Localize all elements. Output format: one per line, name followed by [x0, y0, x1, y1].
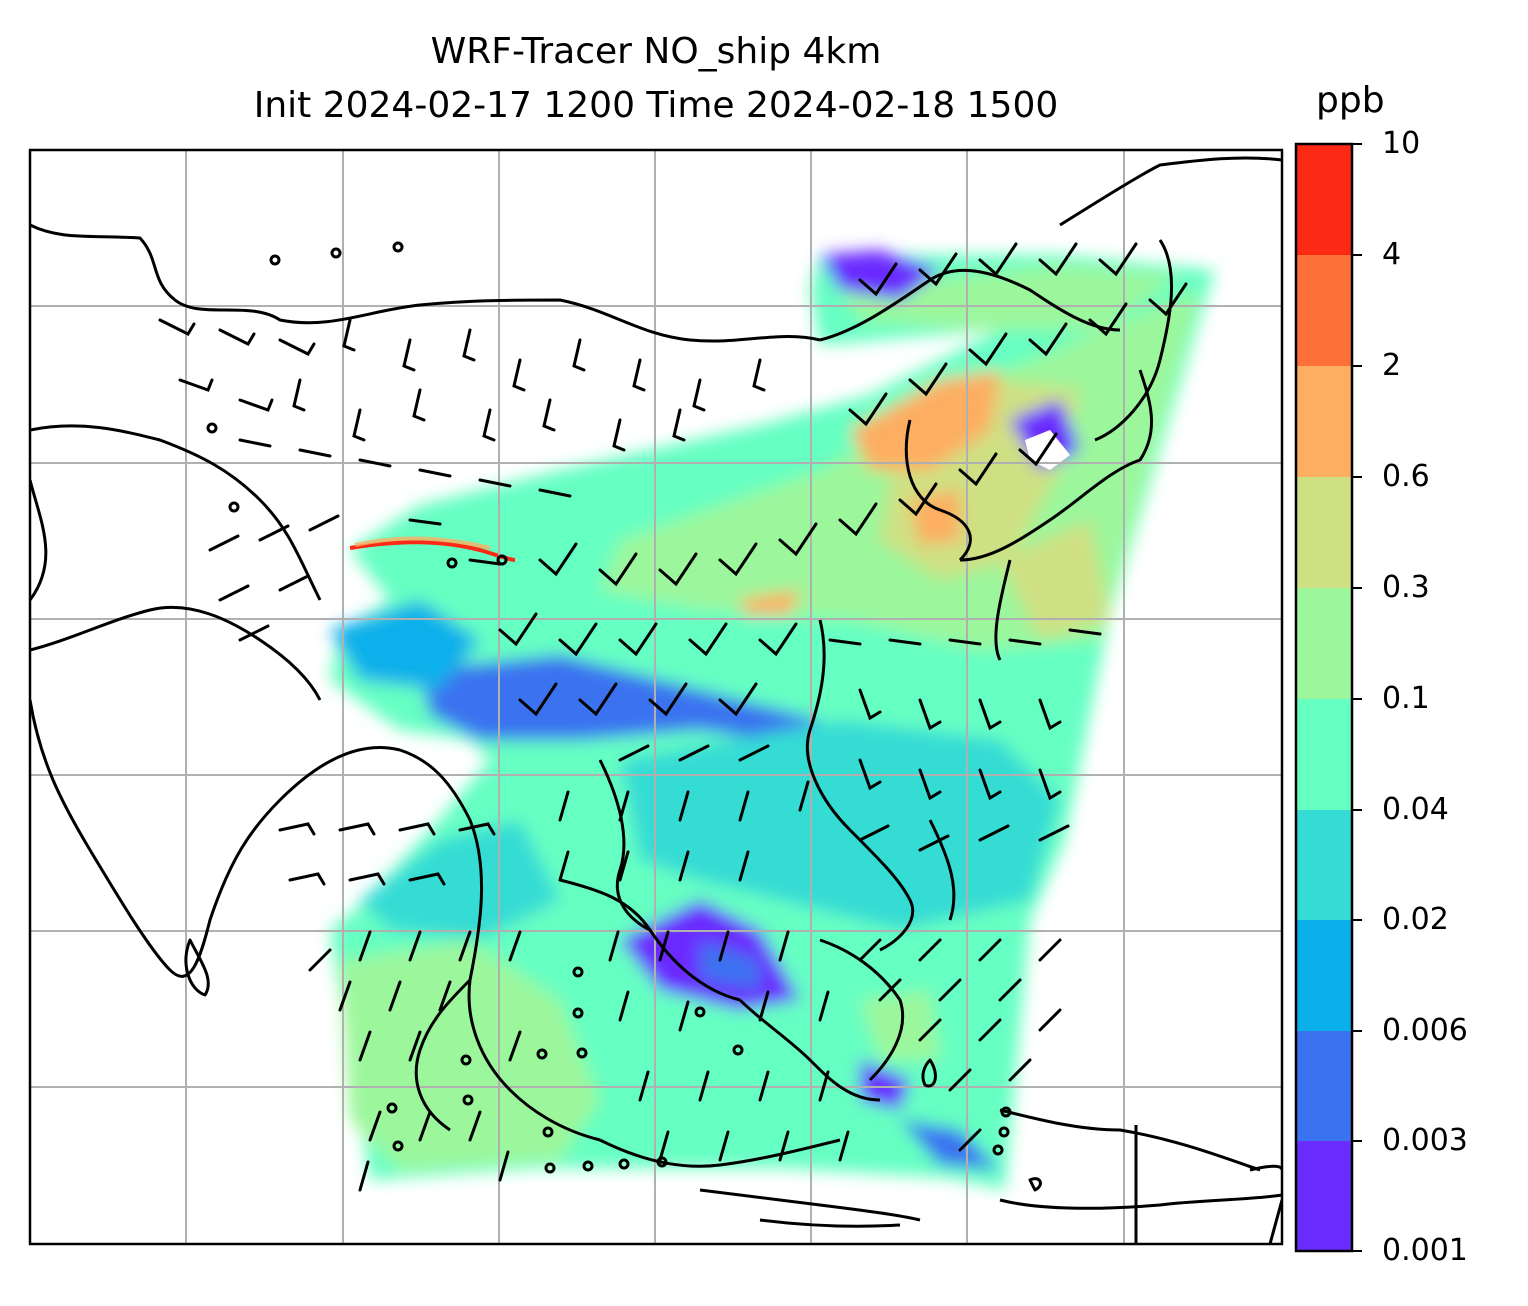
map-area: [30, 150, 1282, 1244]
cbar-tick-label: 2: [1382, 348, 1402, 383]
cbar-bin-4: [1296, 699, 1352, 810]
cbar-tick-label: 0.006: [1382, 1013, 1468, 1048]
map-subtitle: Init 2024-02-17 1200 Time 2024-02-18 150…: [253, 85, 1059, 126]
cbar-tick-label: 0.02: [1382, 902, 1449, 937]
colorbar-unit-label: ppb: [1316, 80, 1385, 121]
cbar-bin-9: [1296, 144, 1352, 255]
tracer-field: [330, 250, 1215, 1190]
cbar-tick-label: 0.003: [1382, 1123, 1468, 1158]
cbar-bin-5: [1296, 588, 1352, 699]
gridlines: [30, 150, 1282, 1244]
cbar-tick-label: 0.04: [1382, 792, 1449, 827]
map-title: WRF-Tracer NO_ship 4km: [430, 31, 882, 72]
cbar-tick-label: 0.1: [1382, 681, 1430, 716]
cbar-bin-1: [1296, 1031, 1352, 1141]
cbar-tick-label: 10: [1382, 126, 1421, 161]
cbar-tick-label: 4: [1382, 237, 1402, 272]
calm-wind-markers: [206, 241, 1012, 1174]
cbar-tick-label: 0.001: [1382, 1233, 1468, 1268]
cbar-bin-6: [1296, 477, 1352, 588]
cbar-bin-3: [1296, 810, 1352, 920]
cbar-bin-7: [1296, 366, 1352, 477]
cbar-bin-0: [1296, 1141, 1352, 1251]
cbar-tick-label: 0.6: [1382, 459, 1430, 494]
coastlines: [30, 156, 1282, 1244]
wind-barbs: [158, 242, 1188, 1192]
cbar-bin-8: [1296, 255, 1352, 366]
map-frame: [28, 148, 1284, 1246]
cbar-bin-2: [1296, 920, 1352, 1031]
cbar-tick-label: 0.3: [1382, 570, 1430, 605]
colorbar: [1294, 142, 1362, 1253]
